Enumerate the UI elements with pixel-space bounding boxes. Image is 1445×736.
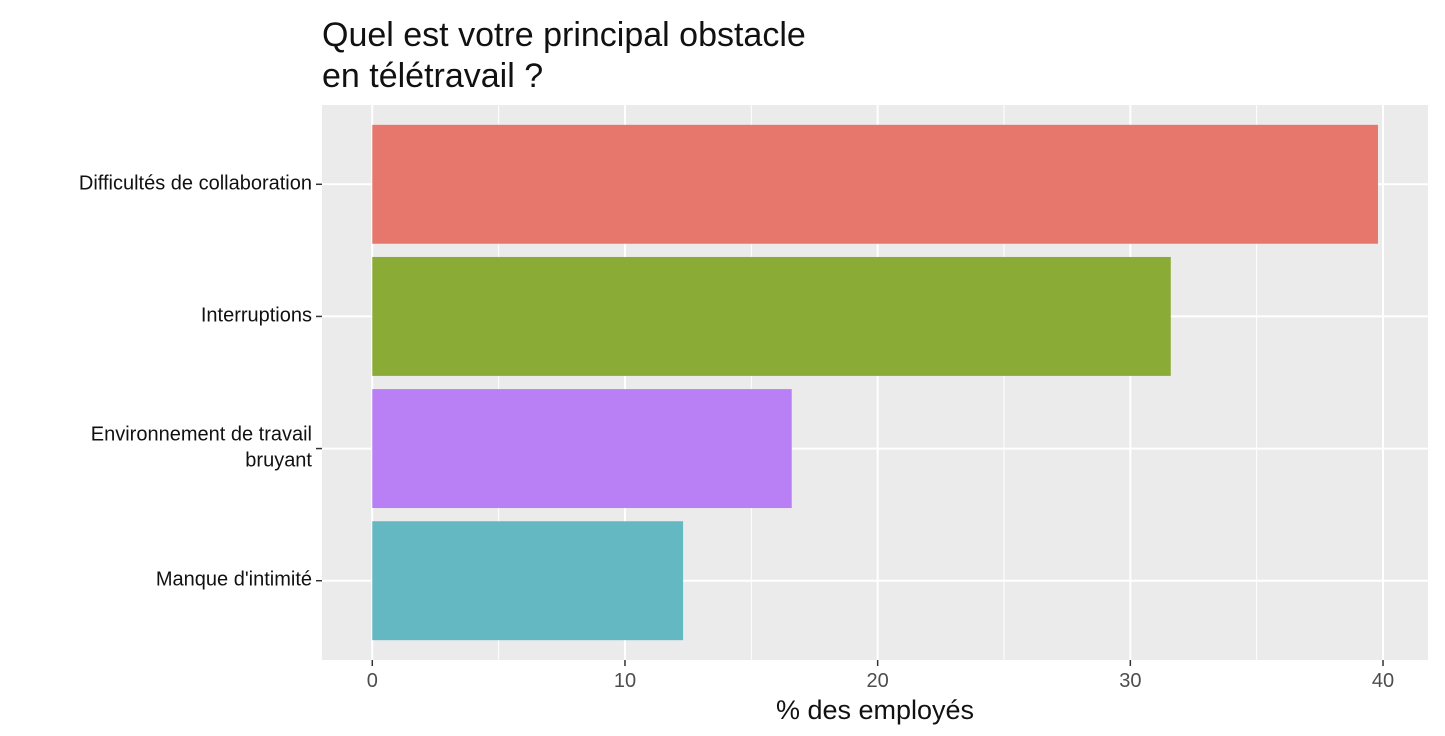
x-tick-label: 20 bbox=[867, 670, 889, 692]
x-tick-label: 10 bbox=[614, 670, 636, 692]
y-tick-label: Interruptions bbox=[201, 305, 312, 327]
chart-title: Quel est votre principal obstacle en télé… bbox=[322, 16, 806, 95]
x-tick-label: 40 bbox=[1372, 670, 1394, 692]
y-tick-label: Environnement de travail bruyant bbox=[91, 424, 313, 472]
x-tick-label: 0 bbox=[367, 670, 378, 692]
y-tick-label: Difficultés de collaboration bbox=[79, 173, 312, 195]
bar bbox=[372, 256, 1171, 376]
bar bbox=[372, 521, 684, 641]
y-tick-label: Manque d'intimité bbox=[156, 569, 312, 591]
bar bbox=[372, 124, 1378, 244]
x-axis-title: % des employés bbox=[776, 695, 974, 725]
x-tick-label: 30 bbox=[1119, 670, 1141, 692]
bar bbox=[372, 389, 792, 509]
